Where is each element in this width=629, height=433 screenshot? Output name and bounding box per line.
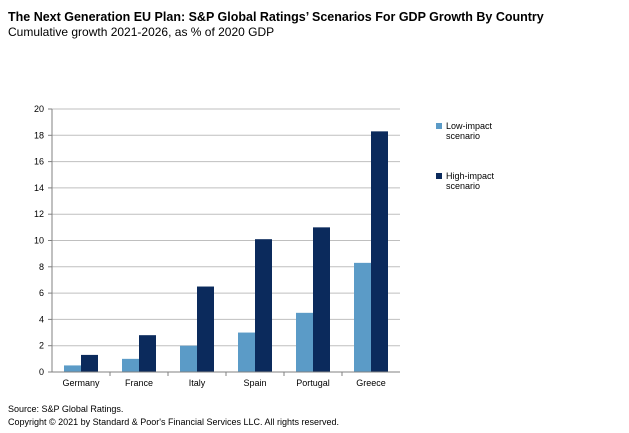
legend-swatch-low [436, 123, 442, 129]
y-tick-label: 20 [34, 104, 44, 114]
bar-high-germany [81, 354, 98, 372]
bar-low-portugal [296, 312, 313, 372]
y-tick-label: 8 [39, 262, 44, 272]
bar-high-portugal [313, 227, 330, 372]
x-tick-label: France [125, 378, 153, 388]
y-tick-label: 0 [39, 367, 44, 377]
chart-title: The Next Generation EU Plan: S&P Global … [8, 10, 544, 24]
copyright-note: Copyright © 2021 by Standard & Poor's Fi… [8, 417, 340, 427]
y-tick-label: 2 [39, 341, 44, 351]
x-tick-label: Italy [189, 378, 206, 388]
y-tick-label: 10 [34, 236, 44, 246]
legend-item-low: Low-impact scenario [436, 121, 526, 141]
bar-high-spain [255, 239, 272, 372]
bar-high-italy [197, 286, 214, 372]
x-tick-label: Greece [356, 378, 386, 388]
legend-item-high: High-impact scenario [436, 171, 526, 191]
chart-subtitle: Cumulative growth 2021-2026, as % of 202… [8, 25, 275, 39]
y-tick-label: 18 [34, 130, 44, 140]
bar-high-france [139, 335, 156, 372]
bar-low-italy [180, 345, 197, 372]
y-tick-label: 14 [34, 183, 44, 193]
x-tick-label: Spain [243, 378, 266, 388]
legend-label-high: High-impact scenario [446, 171, 495, 191]
bar-low-france [122, 358, 139, 372]
source-note: Source: S&P Global Ratings. [8, 404, 124, 414]
bars [64, 131, 388, 372]
bar-low-spain [238, 332, 255, 372]
legend: Low-impact scenario High-impact scenario [436, 121, 526, 221]
gridlines [52, 108, 400, 347]
y-tick-label: 12 [34, 209, 44, 219]
x-tick-label: Germany [62, 378, 100, 388]
bar-low-greece [354, 262, 371, 372]
axes: 0 2 4 6 8 10 12 14 16 18 20 Germany France Italy Spain… [34, 104, 400, 388]
bar-low-germany [64, 365, 81, 372]
y-tick-label: 16 [34, 157, 44, 167]
x-tick-label: Portugal [296, 378, 330, 388]
bar-high-greece [371, 131, 388, 372]
legend-swatch-high [436, 173, 442, 179]
y-tick-label: 4 [39, 314, 44, 324]
legend-label-low: Low-impact scenario [446, 121, 493, 141]
y-tick-label: 6 [39, 288, 44, 298]
